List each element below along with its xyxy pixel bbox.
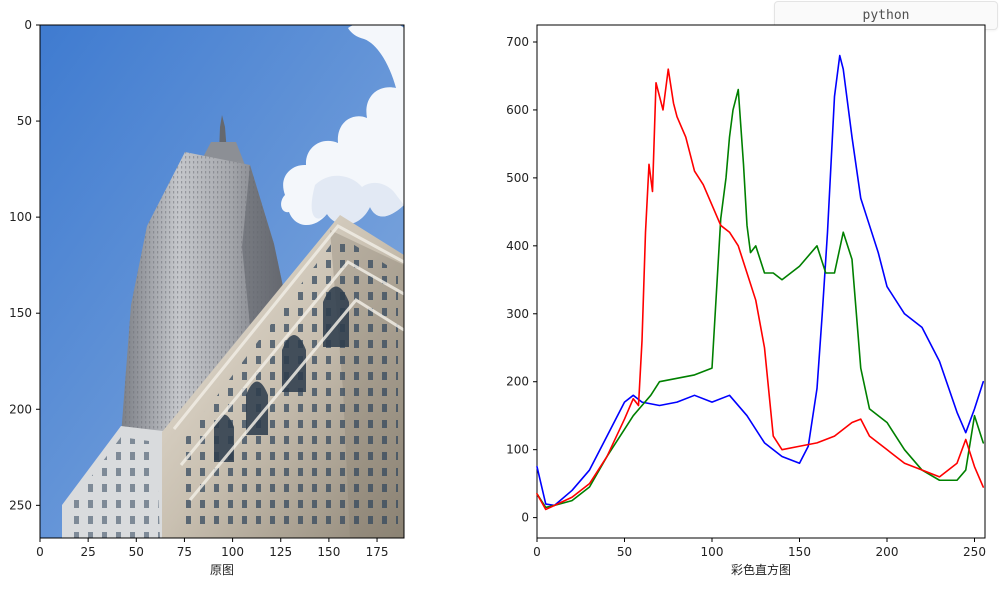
image-x-tick-label: 100 bbox=[221, 545, 244, 559]
tower-side bbox=[242, 165, 285, 335]
arched-window-row bbox=[214, 286, 349, 462]
histogram-x-tick-label: 50 bbox=[617, 545, 632, 559]
histogram-y-tick-label: 300 bbox=[506, 307, 529, 321]
image-y-tick-label: 200 bbox=[9, 402, 32, 416]
histogram-x-tick-label: 100 bbox=[701, 545, 724, 559]
image-y-tick-label: 150 bbox=[9, 306, 32, 320]
histogram-y-tick-label: 200 bbox=[506, 375, 529, 389]
image-y-axis: 0 50 100 150 200 250 bbox=[9, 18, 40, 512]
histogram-y-tick-label: 100 bbox=[506, 443, 529, 457]
histogram-x-axis-label: 彩色直方图 bbox=[731, 562, 791, 577]
cornice-lines bbox=[172, 224, 404, 501]
left-low-building-windows bbox=[70, 437, 160, 538]
histogram-x-axis: 0 50 100 150 200 250 bbox=[533, 538, 986, 559]
histogram-series-group bbox=[536, 54, 985, 511]
histogram-x-tick-label: 250 bbox=[963, 545, 986, 559]
image-x-tick-label: 50 bbox=[129, 545, 144, 559]
image-x-axis: 0 25 50 75 100 125 150 175 bbox=[36, 538, 388, 559]
image-x-tick-label: 150 bbox=[317, 545, 340, 559]
image-y-tick-label: 50 bbox=[17, 114, 32, 128]
image-frame bbox=[39, 24, 405, 539]
histogram-red-line bbox=[536, 68, 985, 511]
image-y-tick-label: 250 bbox=[9, 498, 32, 512]
histogram-x-tick-label: 200 bbox=[876, 545, 899, 559]
histogram-x-tick-label: 150 bbox=[788, 545, 811, 559]
histogram-y-tick-label: 0 bbox=[521, 511, 529, 525]
histogram-x-tick-label: 0 bbox=[533, 545, 541, 559]
image-panel: 0 25 50 75 100 125 150 175 0 50 100 150 200 250 原图 bbox=[9, 18, 405, 577]
image-x-tick-label: 175 bbox=[366, 545, 389, 559]
histogram-blue-line bbox=[536, 54, 985, 507]
histogram-y-tick-label: 400 bbox=[506, 239, 529, 253]
plot-frame bbox=[536, 24, 986, 539]
histogram-y-tick-label: 700 bbox=[506, 35, 529, 49]
histogram-y-tick-label: 500 bbox=[506, 171, 529, 185]
image-x-tick-label: 25 bbox=[81, 545, 96, 559]
histogram-y-tick-label: 600 bbox=[506, 103, 529, 117]
photo-image bbox=[40, 25, 404, 538]
image-x-tick-label: 75 bbox=[177, 545, 192, 559]
cloud-shadow bbox=[311, 175, 404, 225]
image-x-tick-label: 125 bbox=[269, 545, 292, 559]
image-x-axis-label: 原图 bbox=[210, 563, 234, 577]
histogram-y-axis: 0 100 200 300 400 500 600 700 bbox=[506, 35, 537, 525]
histogram-panel: 0 50 100 150 200 250 0 100 200 300 400 500 600 700 彩… bbox=[506, 24, 986, 577]
tower-texture bbox=[121, 152, 285, 436]
histogram-green-line bbox=[536, 88, 985, 509]
image-x-tick-label: 0 bbox=[36, 545, 44, 559]
image-y-tick-label: 100 bbox=[9, 210, 32, 224]
image-y-tick-label: 0 bbox=[24, 18, 32, 32]
cloud-shape bbox=[281, 25, 404, 225]
